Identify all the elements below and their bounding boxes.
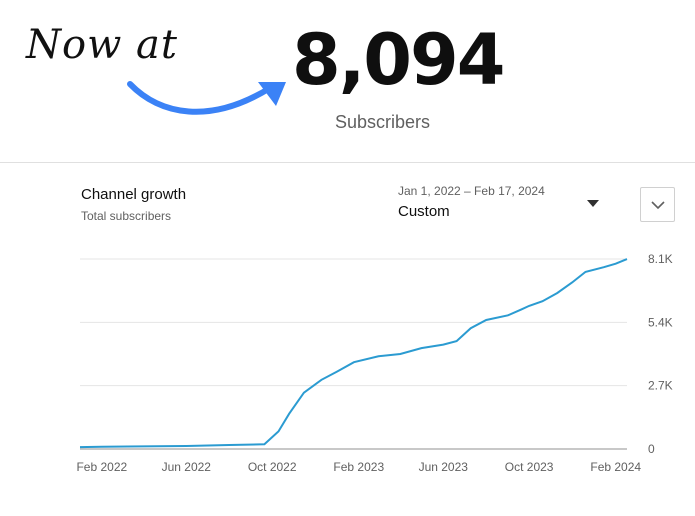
x-axis-ticks: Feb 2022 Jun 2022 Oct 2022 Feb 2023 Jun 2023…	[76, 460, 641, 474]
divider	[0, 162, 695, 163]
subscriber-series-line	[79, 258, 628, 449]
subscriber-hero: Now at 8,094 Subscribers	[0, 0, 695, 162]
x-tick-label: Oct 2022	[248, 460, 297, 474]
curved-arrow-icon	[127, 81, 286, 115]
x-tick-label: Oct 2023	[505, 460, 554, 474]
card-title: Channel growth	[81, 186, 187, 203]
handwritten-note: Now at	[26, 22, 178, 68]
date-range-text[interactable]: Jan 1, 2022 – Feb 17, 2024	[398, 184, 545, 198]
subscriber-count: 8,094	[292, 19, 505, 101]
grid-layer	[80, 258, 627, 450]
date-range-selector[interactable]: Custom	[398, 203, 450, 220]
y-tick-label: 2.7K	[648, 379, 673, 393]
x-tick-label: Feb 2024	[590, 460, 641, 474]
x-tick-label: Feb 2023	[333, 460, 384, 474]
expand-button[interactable]	[640, 187, 675, 222]
x-tick-label: Jun 2022	[162, 460, 212, 474]
card-subtitle: Total subscribers	[81, 209, 172, 223]
y-tick-label: 0	[648, 442, 655, 456]
chevron-down-icon	[650, 200, 665, 209]
x-tick-label: Feb 2022	[76, 460, 127, 474]
x-tick-label: Jun 2023	[419, 460, 469, 474]
caret-down-icon[interactable]	[587, 200, 599, 207]
subscriber-caption: Subscribers	[335, 112, 431, 132]
y-tick-label: 5.4K	[648, 315, 673, 329]
y-axis-ticks: 0 2.7K 5.4K 8.1K	[648, 252, 673, 456]
y-tick-label: 8.1K	[648, 252, 673, 266]
channel-growth-chart: 02.7K5.4K8.1K Feb 2022 Jun 2022 Oct 2022 Fe…	[76, 252, 673, 474]
